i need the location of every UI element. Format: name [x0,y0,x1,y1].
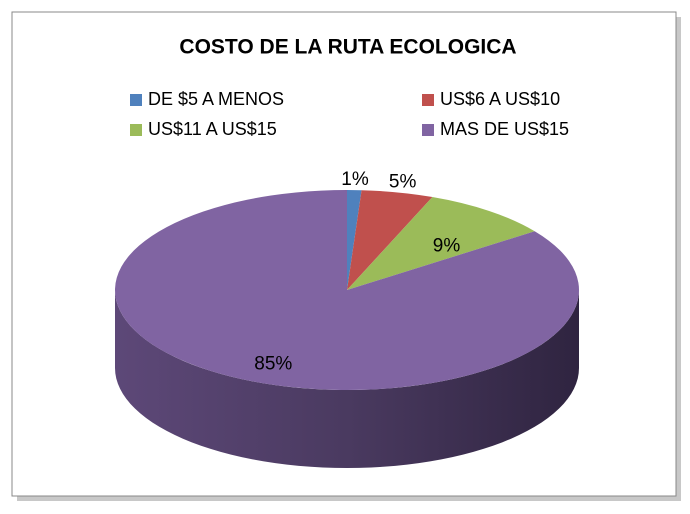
legend-label: US$11 A US$15 [148,119,277,139]
data-label: 85% [254,353,292,374]
legend-swatch [422,94,434,106]
legend-label: DE $5 A MENOS [148,89,284,109]
data-label: 9% [433,236,461,257]
legend-label: MAS DE US$15 [440,119,569,139]
slice [115,190,580,391]
legend-swatch [130,94,142,106]
data-label: 1% [341,169,369,190]
legend-label: US$6 A US$10 [440,89,560,109]
slice [347,190,433,290]
slice [347,190,362,290]
legend-swatch [422,124,434,136]
data-label: 5% [389,172,417,193]
chart-title: COSTO DE LA RUTA ECOLOGICA [179,36,516,59]
slice [347,197,535,290]
legend-swatch [130,124,142,136]
slice-side [115,290,579,468]
